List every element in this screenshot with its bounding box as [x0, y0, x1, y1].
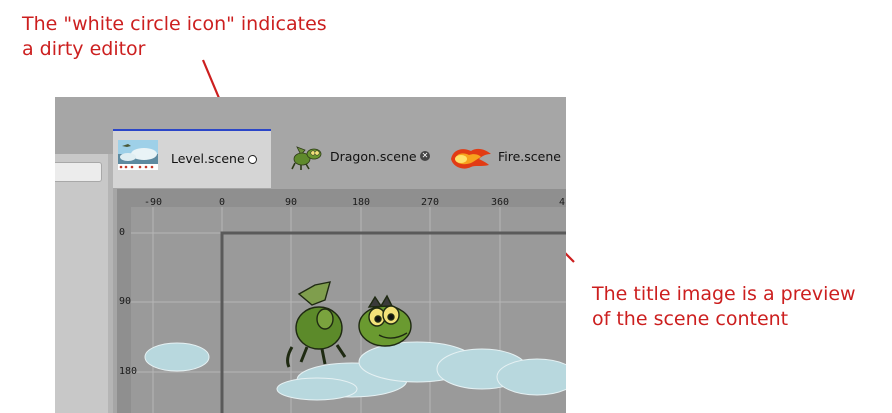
ruler-tick-label: 90	[119, 296, 132, 307]
tab-label: Fire.scene	[498, 149, 561, 164]
annotation-line: a dirty editor	[22, 38, 146, 60]
scene-viewport[interactable]	[117, 189, 566, 413]
left-panel-field[interactable]	[55, 162, 102, 182]
annotation-dirty-editor: The "white circle icon" indicates a dirt…	[22, 12, 327, 62]
fire-scene-thumbnail	[451, 148, 491, 169]
tab-fire-scene[interactable]: Fire.scene	[443, 129, 566, 188]
scene-canvas[interactable]: -90 0 90 180 270 360 4 0 90 180	[117, 189, 566, 413]
ruler-tick-label: 180	[119, 366, 138, 377]
ruler-tick-label: 4	[558, 197, 566, 208]
tab-dragon-scene[interactable]: Dragon.scene ✕	[273, 129, 433, 188]
left-panel	[55, 154, 109, 413]
horizontal-ruler	[117, 189, 566, 207]
tab-label: Level.scene	[171, 151, 245, 166]
ruler-tick-label: 0	[218, 197, 226, 208]
annotation-line: of the scene content	[592, 308, 789, 330]
tab-level-scene[interactable]: Level.scene	[113, 129, 271, 188]
annotation-line: The title image is a preview	[592, 283, 856, 305]
level-scene-thumbnail	[118, 140, 158, 170]
editor-tab-bar: Level.scene Dragon.scene ✕ Fire.sc	[113, 129, 566, 188]
vertical-ruler	[117, 207, 131, 413]
close-icon[interactable]: ✕	[420, 151, 430, 161]
ruler-tick-label: 180	[351, 197, 371, 208]
ruler-tick-label: 270	[420, 197, 440, 208]
editor-window: Level.scene Dragon.scene ✕ Fire.sc	[55, 97, 566, 413]
dragon-sprite	[286, 281, 412, 368]
cloud-sprite	[144, 341, 566, 401]
dragon-scene-thumbnail	[291, 146, 322, 170]
ruler-tick-label: -90	[143, 197, 163, 208]
tab-label: Dragon.scene	[330, 149, 417, 164]
annotation-line: The "white circle icon" indicates	[22, 13, 327, 35]
ruler-tick-label: 0	[119, 227, 126, 238]
white-circle-icon[interactable]	[248, 155, 257, 164]
ruler-tick-label: 360	[490, 197, 510, 208]
annotation-title-image: The title image is a preview of the scen…	[592, 282, 856, 332]
panel-splitter[interactable]	[108, 154, 113, 413]
ruler-tick-label: 90	[284, 197, 298, 208]
